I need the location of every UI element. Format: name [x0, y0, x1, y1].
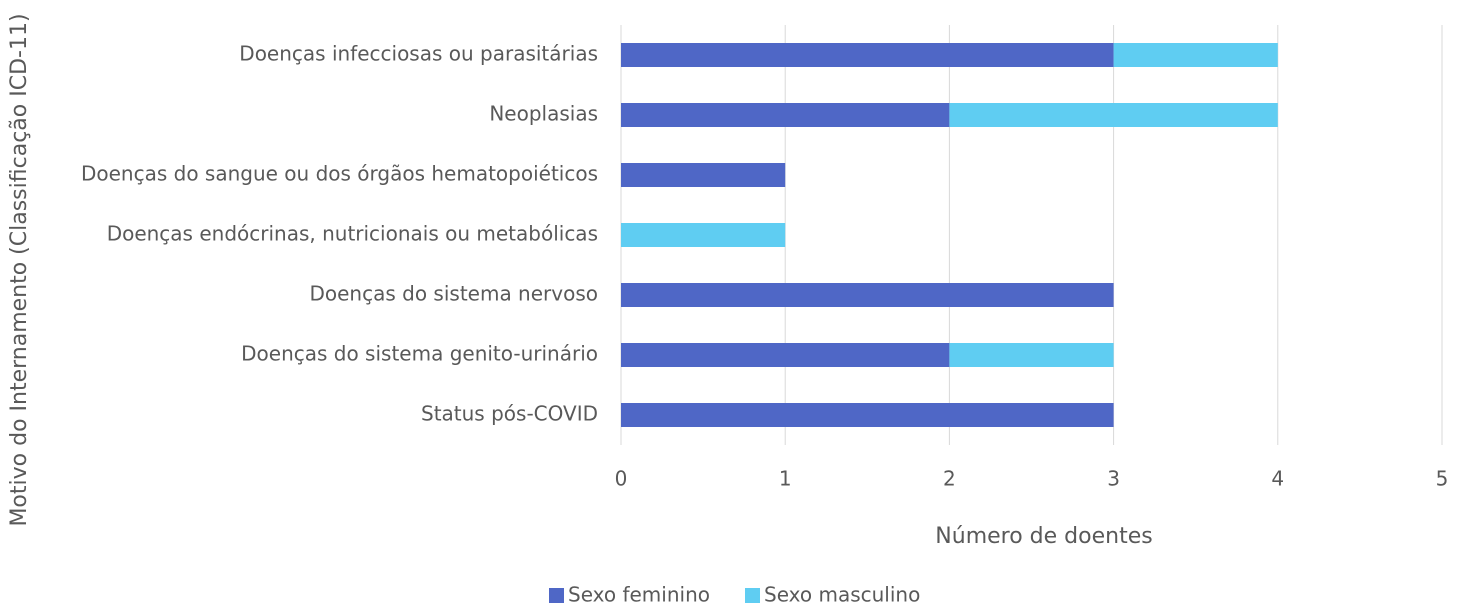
bar-segment: [621, 403, 1114, 427]
y-tick-label: Doenças do sistema genito-urinário: [241, 342, 598, 366]
bar-segment: [1113, 43, 1278, 67]
x-tick-label: 2: [943, 467, 956, 491]
x-tick-label: 3: [1107, 467, 1120, 491]
y-tick-label: Doenças endócrinas, nutricionais ou meta…: [107, 222, 598, 246]
bar-segment: [949, 103, 1278, 127]
bar-segment: [621, 43, 1114, 67]
bar-segment: [621, 103, 950, 127]
x-tick-label: 4: [1271, 467, 1284, 491]
bar-segment: [949, 343, 1114, 367]
x-tick-label: 1: [779, 467, 792, 491]
y-tick-label: Status pós-COVID: [421, 402, 598, 426]
legend-swatch: [745, 588, 760, 603]
legend-label: Sexo masculino: [764, 583, 920, 607]
bar-segment: [621, 283, 1114, 307]
x-axis-title: Número de doentes: [935, 524, 1152, 549]
y-tick-label: Doenças infecciosas ou parasitárias: [239, 42, 598, 66]
y-axis-title: Motivo do Internamento (Classificação IC…: [7, 13, 32, 526]
bar-segment: [621, 343, 950, 367]
y-tick-label: Neoplasias: [489, 102, 598, 126]
y-tick-label: Doenças do sangue ou dos órgãos hematopo…: [81, 162, 598, 186]
bar-segment: [621, 163, 786, 187]
x-tick-label: 5: [1436, 467, 1449, 491]
bar-segment: [621, 223, 786, 247]
legend-label: Sexo feminino: [568, 583, 710, 607]
y-tick-label: Doenças do sistema nervoso: [309, 282, 598, 306]
legend-swatch: [549, 588, 564, 603]
x-tick-label: 0: [615, 467, 628, 491]
